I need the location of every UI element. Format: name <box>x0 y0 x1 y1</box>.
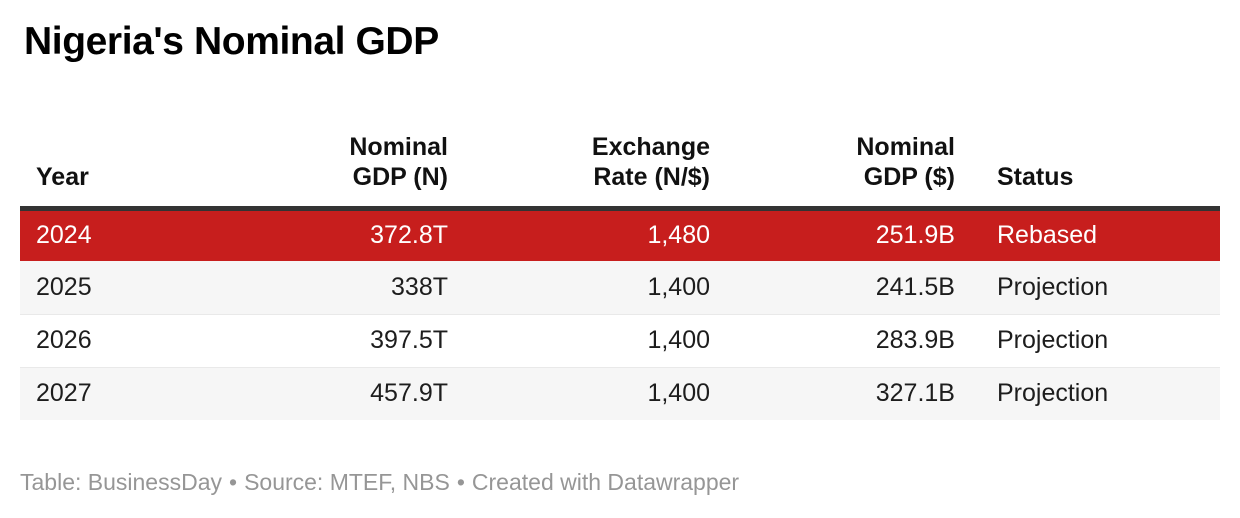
cell-exchange-rate: 1,480 <box>460 208 722 261</box>
gdp-table-wrapper: Year Nominal GDP (N) Exchange Rate (N/$)… <box>20 115 1220 420</box>
column-header-year: Year <box>20 115 220 211</box>
page-title: Nigeria's Nominal GDP <box>24 20 439 63</box>
column-header-exchange-rate-line1: Exchange <box>591 132 710 161</box>
cell-gdp-ngn: 457.9T <box>220 366 460 420</box>
footer-source: MTEF, NBS <box>329 469 450 495</box>
column-header-nominal-gdp-ngn-line1: Nominal <box>349 132 448 161</box>
cell-gdp-usd: 327.1B <box>722 366 967 420</box>
table-row: 2025 338T 1,400 241.5B Projection <box>20 261 1220 314</box>
footer-publisher-link[interactable]: BusinessDay <box>87 469 222 495</box>
cell-gdp-ngn: 372.8T <box>220 208 460 261</box>
cell-gdp-ngn: 338T <box>220 261 460 314</box>
column-header-status: Status <box>967 115 1220 211</box>
footer-datawrapper-link[interactable]: Created with Datawrapper <box>471 469 740 495</box>
footer-source-label: Source: <box>244 469 330 495</box>
header-row: Year Nominal GDP (N) Exchange Rate (N/$)… <box>20 115 1220 211</box>
column-header-nominal-gdp-ngn: Nominal GDP (N) <box>220 115 460 211</box>
cell-exchange-rate: 1,400 <box>460 261 722 314</box>
cell-exchange-rate: 1,400 <box>460 313 722 367</box>
table-row: 2027 457.9T 1,400 327.1B Projection <box>20 366 1220 420</box>
cell-year: 2024 <box>20 208 220 261</box>
cell-status: Projection <box>967 366 1220 420</box>
cell-year: 2025 <box>20 261 220 314</box>
cell-gdp-usd: 283.9B <box>722 313 967 367</box>
cell-gdp-usd: 241.5B <box>722 261 967 314</box>
cell-status: Projection <box>967 261 1220 314</box>
footer-table-label: Table: <box>20 469 88 495</box>
footer-separator: • <box>229 469 238 495</box>
column-header-nominal-gdp-usd-line1: Nominal <box>856 132 955 161</box>
column-header-exchange-rate: Exchange Rate (N/$) <box>460 115 722 211</box>
table-row: 2026 397.5T 1,400 283.9B Projection <box>20 313 1220 367</box>
cell-year: 2027 <box>20 366 220 420</box>
column-header-nominal-gdp-usd-line2: GDP ($) <box>863 162 955 191</box>
cell-gdp-usd: 251.9B <box>722 208 967 261</box>
column-header-nominal-gdp-usd: Nominal GDP ($) <box>722 115 967 211</box>
cell-status: Rebased <box>967 208 1220 261</box>
cell-exchange-rate: 1,400 <box>460 366 722 420</box>
column-header-exchange-rate-line2: Rate (N/$) <box>593 162 710 191</box>
footer-credit: Table: BusinessDay • Source: MTEF, NBS • Cre… <box>20 469 739 496</box>
column-header-year-label: Year <box>36 162 89 191</box>
column-header-status-label: Status <box>997 162 1074 191</box>
cell-year: 2026 <box>20 313 220 367</box>
cell-gdp-ngn: 397.5T <box>220 313 460 367</box>
column-header-nominal-gdp-ngn-line2: GDP (N) <box>352 162 448 191</box>
footer-separator: • <box>456 469 465 495</box>
table-row-highlighted: 2024 372.8T 1,480 251.9B Rebased <box>20 208 1220 261</box>
cell-status: Projection <box>967 313 1220 367</box>
gdp-table: Year Nominal GDP (N) Exchange Rate (N/$)… <box>20 115 1220 420</box>
